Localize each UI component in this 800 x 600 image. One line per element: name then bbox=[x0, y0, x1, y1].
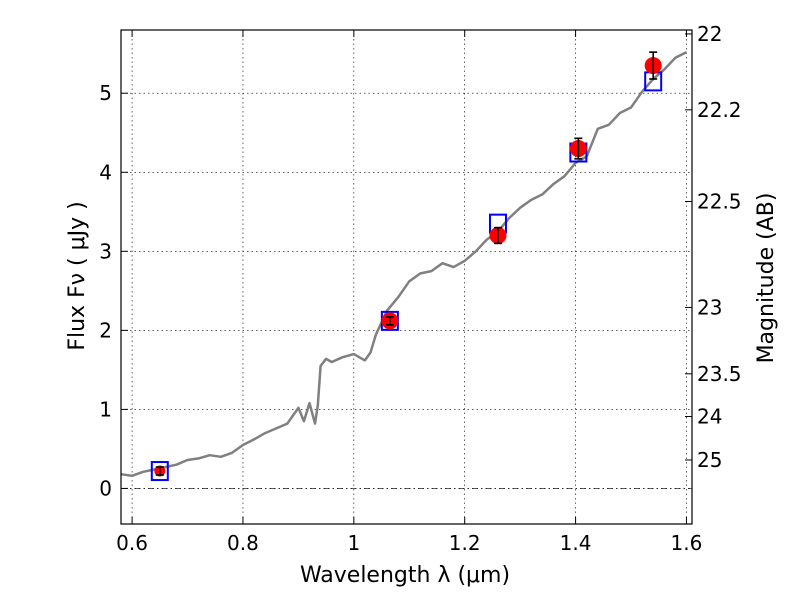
x-axis-ticks: 0.6 0.8 1 1.2 1.4 1.6 bbox=[116, 30, 702, 555]
y-tick-label: 3 bbox=[99, 239, 112, 263]
right-axis-label: Magnitude (AB) bbox=[754, 193, 779, 364]
model-flux-square bbox=[150, 461, 169, 482]
spectrum-line bbox=[120, 50, 688, 478]
right-tick-label: 23 bbox=[697, 295, 722, 319]
y-tick-label: 2 bbox=[99, 318, 112, 342]
plot-frame bbox=[120, 29, 693, 525]
right-tick-label: 22.5 bbox=[697, 190, 742, 214]
grid bbox=[121, 30, 692, 524]
x-axis-label: Wavelength λ (μm) bbox=[300, 563, 510, 588]
x-tick-label: 0.8 bbox=[227, 531, 259, 555]
right-tick-label: 24 bbox=[697, 405, 722, 429]
right-tick-label: 22.2 bbox=[697, 98, 742, 122]
observed-photometry-series bbox=[154, 51, 662, 477]
y-tick-label: 1 bbox=[99, 397, 112, 421]
y-tick-label: 0 bbox=[99, 476, 112, 500]
right-tick-label: 22 bbox=[697, 22, 722, 46]
x-tick-label: 1.2 bbox=[449, 531, 481, 555]
spectrum-series bbox=[120, 50, 688, 478]
right-tick-label: 23.5 bbox=[697, 362, 742, 386]
y-axis-label: Flux Fν ( μJy ) bbox=[65, 201, 90, 350]
y-tick-label: 4 bbox=[99, 160, 112, 184]
x-tick-label: 1.4 bbox=[560, 531, 592, 555]
x-tick-label: 1.6 bbox=[671, 531, 703, 555]
x-tick-label: 1 bbox=[347, 531, 360, 555]
right-axis-ticks: 22 22.2 22.5 23 23.5 24 25 bbox=[685, 22, 742, 472]
x-tick-label: 0.6 bbox=[116, 531, 148, 555]
model-photometry-series bbox=[150, 71, 663, 482]
right-tick-label: 25 bbox=[697, 448, 722, 472]
y-tick-label: 5 bbox=[99, 81, 112, 105]
y-axis-ticks: 0 1 2 3 4 5 bbox=[99, 81, 128, 500]
